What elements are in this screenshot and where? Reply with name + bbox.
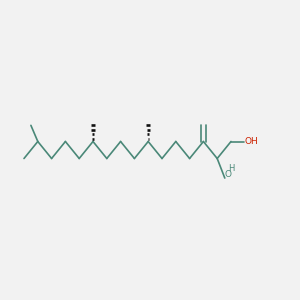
Text: H: H [228,164,235,173]
Text: OH: OH [244,137,258,146]
Text: O: O [225,170,232,179]
